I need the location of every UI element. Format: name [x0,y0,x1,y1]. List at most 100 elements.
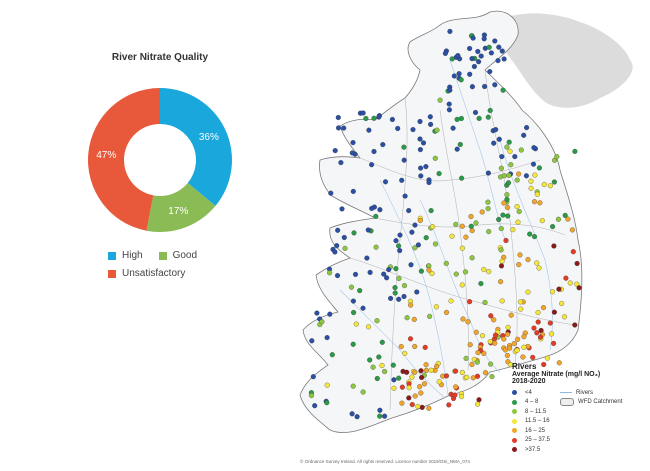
monitoring-site-dot [418,368,424,374]
monitoring-site-dot [548,331,555,337]
monitoring-site-dot [443,309,450,315]
monitoring-site-dot [463,355,469,361]
monitoring-site-dot [496,44,502,50]
monitoring-site-dot [418,173,424,179]
donut-slice-good [146,182,216,232]
monitoring-site-dot [376,114,382,120]
river-lines [339,59,553,399]
monitoring-site-dot [574,281,580,287]
map-legend-subtitle: Average Nitrate (mg/l NO₃) [512,371,601,378]
monitoring-site-dot [391,385,397,391]
monitoring-site-dot [399,177,405,183]
monitoring-site-dot [382,368,388,375]
monitoring-site-dot [482,83,488,90]
monitoring-site-dot [485,206,491,212]
monitoring-site-dot [505,213,511,219]
monitoring-site-dot [499,298,505,304]
monitoring-site-dot [507,148,513,154]
monitoring-site-dot [515,336,521,342]
monitoring-site-dot [334,273,341,279]
map-legend-class-2: 8 – 11.5 [512,407,550,417]
monitoring-site-dot [572,148,578,154]
monitoring-site-dot [499,258,505,264]
monitoring-site-dot [559,300,565,307]
monitoring-site-dot [469,255,475,261]
monitoring-site-dot [504,192,510,198]
monitoring-site-dot [482,370,489,376]
monitoring-site-dot [417,384,423,390]
monitoring-site-dot [475,350,481,356]
monitoring-site-dot [349,411,355,417]
monitoring-site-dot [409,402,415,408]
monitoring-site-dot [415,242,421,248]
monitoring-site-dot [563,275,569,281]
monitoring-site-dot [515,219,521,225]
monitoring-site-dot [453,384,459,390]
monitoring-site-dot [401,283,408,289]
monitoring-site-dot [341,234,347,241]
monitoring-site-dot [414,289,420,295]
monitoring-site-dot [495,58,501,64]
monitoring-site-dot [404,315,410,321]
monitoring-site-dot [474,373,481,379]
monitoring-site-dot [482,299,488,306]
monitoring-site-dot [423,367,429,373]
ireland-river-nitrate-map [299,10,633,434]
map-legend-class-5: 25 – 37.5 [512,436,550,446]
monitoring-site-dot [433,304,439,310]
monitoring-site-dot [467,299,473,305]
monitoring-site-dot [386,267,392,273]
monitoring-site-dot [412,393,418,399]
monitoring-site-dot [469,56,475,62]
monitoring-site-dot [364,255,370,261]
monitoring-site-dot [504,204,511,211]
monitoring-site-dot [449,233,455,239]
monitoring-site-dot [555,216,562,222]
monitoring-site-dot [487,107,493,114]
monitoring-site-dot [379,362,385,369]
donut-title: River Nitrate Quality [111,52,209,63]
monitoring-site-dot [350,298,356,304]
monitoring-site-dot [479,209,485,215]
monitoring-site-dot [455,53,461,59]
monitoring-site-dot [392,290,398,296]
monitoring-site-dot [471,63,477,70]
monitoring-site-dot [377,413,383,419]
monitoring-site-dot [427,313,433,319]
monitoring-site-dot [398,344,404,350]
monitoring-site-dot [534,191,540,197]
monitoring-site-dot [409,229,415,235]
monitoring-site-dot [453,271,459,277]
monitoring-site-dot [468,213,474,220]
monitoring-site-dot [448,298,454,304]
monitoring-site-dot [562,212,568,218]
monitoring-site-dot [389,116,395,123]
monitoring-site-dot [369,162,375,168]
legend-item-good: Good [158,250,197,261]
monitoring-site-dot [516,208,522,215]
monitoring-site-dot [464,374,470,380]
monitoring-site-dot [459,245,465,251]
monitoring-site-dot [450,125,456,131]
monitoring-site-dot [508,312,514,318]
monitoring-site-dot [501,173,507,179]
monitoring-site-dot [476,59,482,65]
monitoring-site-dot [334,243,340,249]
monitoring-site-dot [498,279,504,285]
monitoring-site-dot [393,238,399,244]
monitoring-site-dot [507,345,513,351]
monitoring-site-dot [517,252,523,258]
monitoring-site-dot [426,263,432,269]
monitoring-site-dot [459,282,465,288]
monitoring-site-dot [446,107,452,113]
monitoring-site-dot [319,319,325,325]
nitrate-quality-donut-chart: 36% 17% 47% [88,88,232,232]
monitoring-site-dot [446,402,452,408]
monitoring-site-dot [437,97,443,103]
map-legend-catchment: WFD Catchment [560,398,622,408]
monitoring-site-dot [411,316,417,322]
monitoring-site-dot [324,382,330,388]
monitoring-site-dot [498,165,504,171]
monitoring-site-dot [418,165,424,171]
legend-class-label: 4 – 8 [525,399,539,406]
